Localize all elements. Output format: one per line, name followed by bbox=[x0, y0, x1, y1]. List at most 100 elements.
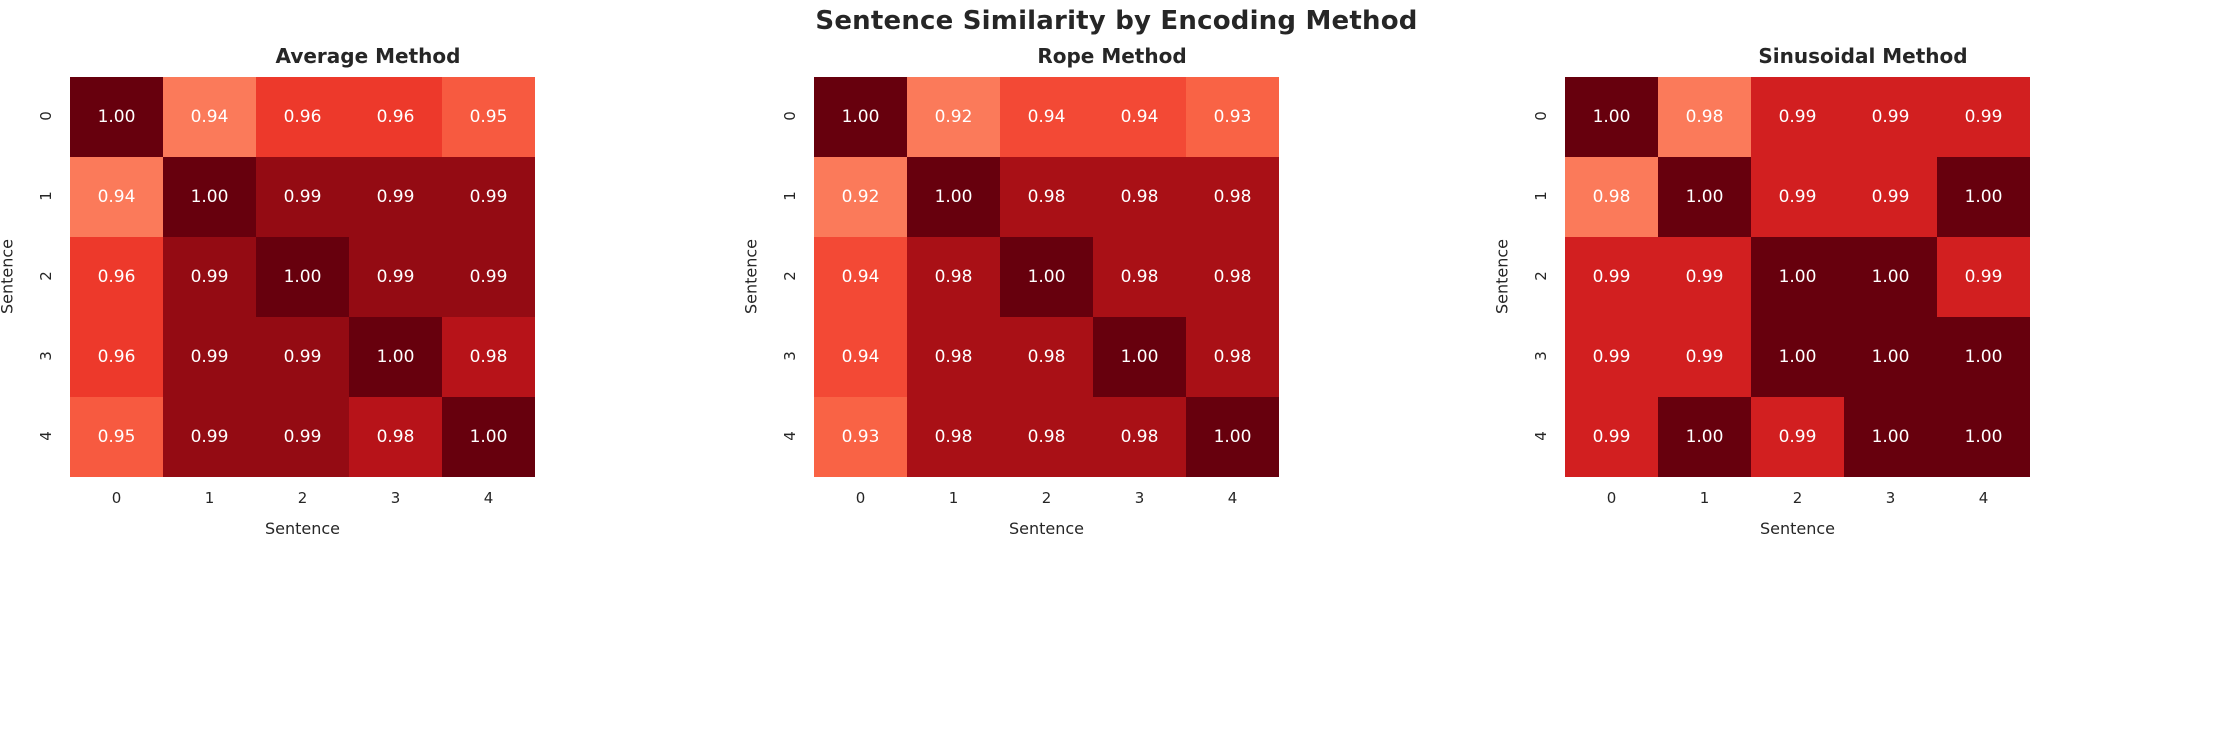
y-tick-label: 0 bbox=[781, 111, 799, 121]
heatmap-cell: 0.99 bbox=[1844, 157, 1937, 237]
heatmap-cell: 0.92 bbox=[814, 157, 907, 237]
y-tick-label: 1 bbox=[781, 191, 799, 201]
heatmap-cell: 0.98 bbox=[907, 237, 1000, 317]
heatmap-cell: 1.00 bbox=[349, 317, 442, 397]
y-tick-label: 0 bbox=[37, 111, 55, 121]
heatmap-cell: 0.94 bbox=[1093, 77, 1186, 157]
heatmap-cell: 1.00 bbox=[1937, 317, 2030, 397]
y-axis-label: Sentence bbox=[1492, 238, 1512, 315]
heatmap-cell: 0.99 bbox=[442, 157, 535, 237]
heatmap-cell: 1.00 bbox=[1186, 397, 1279, 477]
heatmap-cell: 0.99 bbox=[1844, 77, 1937, 157]
heatmap-cell: 0.99 bbox=[349, 157, 442, 237]
figure-suptitle: Sentence Similarity by Encoding Method bbox=[815, 6, 1418, 36]
y-tick-label: 2 bbox=[1532, 271, 1550, 281]
x-axis-label: Sentence bbox=[264, 519, 341, 538]
x-tick-label: 4 bbox=[1227, 489, 1238, 507]
heatmap-cell: 0.99 bbox=[442, 237, 535, 317]
heatmap-grid: 1.00 0.94 0.96 0.96 0.95 0.94 1.00 0.99 0.99 0.99… bbox=[70, 77, 535, 477]
x-tick-label: 0 bbox=[855, 489, 866, 507]
heatmap-cell: 0.99 bbox=[256, 317, 349, 397]
heatmap-cell: 0.99 bbox=[1658, 237, 1751, 317]
heatmap-cell: 0.98 bbox=[1093, 237, 1186, 317]
x-tick-label: 2 bbox=[297, 489, 308, 507]
heatmap-cell: 0.99 bbox=[256, 397, 349, 477]
y-tick-label: 2 bbox=[37, 271, 55, 281]
x-tick-label: 2 bbox=[1792, 489, 1803, 507]
heatmap-cell: 1.00 bbox=[70, 77, 163, 157]
y-axis-label: Sentence bbox=[741, 238, 761, 315]
heatmap-cell: 1.00 bbox=[256, 237, 349, 317]
x-tick-label: 3 bbox=[1134, 489, 1145, 507]
heatmap-cell: 0.96 bbox=[70, 237, 163, 317]
heatmap-cell: 1.00 bbox=[1658, 397, 1751, 477]
heatmap-cell: 0.99 bbox=[1937, 77, 2030, 157]
y-tick-label: 1 bbox=[37, 191, 55, 201]
panel-title: Average Method bbox=[275, 44, 461, 68]
heatmap-cell: 0.99 bbox=[1751, 397, 1844, 477]
heatmap-cell: 0.99 bbox=[256, 157, 349, 237]
panel-title: Sinusoidal Method bbox=[1758, 44, 1968, 68]
heatmap-cell: 1.00 bbox=[1844, 317, 1937, 397]
y-tick-label: 4 bbox=[37, 431, 55, 441]
x-tick-label: 1 bbox=[204, 489, 215, 507]
heatmap-cell: 1.00 bbox=[814, 77, 907, 157]
heatmap-cell: 0.98 bbox=[442, 317, 535, 397]
panel-title: Rope Method bbox=[1037, 44, 1187, 68]
heatmap-cell: 1.00 bbox=[1937, 157, 2030, 237]
heatmap-cell: 0.98 bbox=[1658, 77, 1751, 157]
x-tick-label: 2 bbox=[1041, 489, 1052, 507]
x-tick-label: 1 bbox=[1699, 489, 1710, 507]
heatmap-cell: 0.98 bbox=[1000, 157, 1093, 237]
heatmap-cell: 0.94 bbox=[70, 157, 163, 237]
heatmap-cell: 1.00 bbox=[163, 157, 256, 237]
heatmap-cell: 0.98 bbox=[907, 317, 1000, 397]
x-axis-label: Sentence bbox=[1759, 519, 1836, 538]
heatmap-cell: 0.98 bbox=[1000, 317, 1093, 397]
heatmap-cell: 0.98 bbox=[1565, 157, 1658, 237]
heatmap-cell: 1.00 bbox=[442, 397, 535, 477]
heatmap-panel-1: Average Method 1.00 0.94 0.96 0.96 0.95 0.94 1.… bbox=[0, 44, 718, 704]
heatmap-cell: 0.96 bbox=[256, 77, 349, 157]
heatmap-cell: 0.98 bbox=[1186, 157, 1279, 237]
heatmap-cell: 1.00 bbox=[1844, 397, 1937, 477]
y-tick-label: 4 bbox=[781, 431, 799, 441]
heatmap-cell: 0.95 bbox=[70, 397, 163, 477]
heatmap-cell: 1.00 bbox=[1751, 237, 1844, 317]
x-tick-label: 4 bbox=[483, 489, 494, 507]
heatmap-cell: 0.98 bbox=[1000, 397, 1093, 477]
heatmap-cell: 1.00 bbox=[1093, 317, 1186, 397]
heatmap-cell: 0.99 bbox=[163, 397, 256, 477]
y-tick-label: 3 bbox=[1532, 351, 1550, 361]
heatmap-cell: 0.98 bbox=[349, 397, 442, 477]
y-tick-label: 3 bbox=[37, 351, 55, 361]
heatmap-cell: 0.94 bbox=[814, 317, 907, 397]
y-tick-label: 1 bbox=[1532, 191, 1550, 201]
heatmap-panel-3: Sinusoidal Method 1.00 0.98 0.99 0.99 0.99 0.9… bbox=[1493, 44, 2213, 704]
heatmap-cell: 1.00 bbox=[1751, 317, 1844, 397]
heatmap-cell: 1.00 bbox=[1844, 237, 1937, 317]
heatmap-cell: 0.95 bbox=[442, 77, 535, 157]
x-tick-label: 0 bbox=[1606, 489, 1617, 507]
heatmap-cell: 0.98 bbox=[1186, 317, 1279, 397]
heatmap-cell: 0.93 bbox=[814, 397, 907, 477]
heatmap-cell: 0.94 bbox=[1000, 77, 1093, 157]
heatmap-cell: 0.99 bbox=[163, 317, 256, 397]
heatmap-cell: 1.00 bbox=[1937, 397, 2030, 477]
heatmap-cell: 0.92 bbox=[907, 77, 1000, 157]
heatmap-cell: 0.99 bbox=[349, 237, 442, 317]
heatmap-grid: 1.00 0.98 0.99 0.99 0.99 0.98 1.00 0.99 0.99 1.00… bbox=[1565, 77, 2030, 477]
heatmap-cell: 1.00 bbox=[1658, 157, 1751, 237]
heatmap-cell: 0.96 bbox=[349, 77, 442, 157]
heatmap-cell: 0.98 bbox=[907, 397, 1000, 477]
heatmap-cell: 0.96 bbox=[70, 317, 163, 397]
heatmap-cell: 1.00 bbox=[1000, 237, 1093, 317]
heatmap-cell: 0.99 bbox=[1751, 77, 1844, 157]
x-tick-label: 1 bbox=[948, 489, 959, 507]
heatmap-cell: 0.94 bbox=[163, 77, 256, 157]
heatmap-cell: 0.93 bbox=[1186, 77, 1279, 157]
heatmap-cell: 0.98 bbox=[1093, 397, 1186, 477]
x-tick-label: 4 bbox=[1978, 489, 1989, 507]
heatmap-cell: 0.99 bbox=[1565, 237, 1658, 317]
